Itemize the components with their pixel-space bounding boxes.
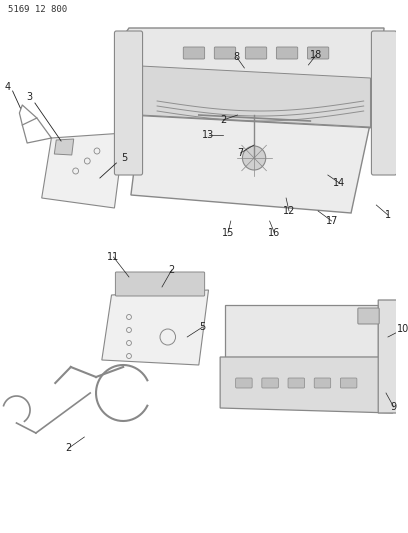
FancyBboxPatch shape [236, 378, 252, 388]
Text: 8: 8 [233, 52, 239, 62]
FancyBboxPatch shape [115, 272, 205, 296]
Text: 9: 9 [391, 402, 397, 412]
Text: 2: 2 [66, 443, 72, 453]
Polygon shape [42, 133, 124, 208]
Text: 1: 1 [385, 210, 391, 220]
Text: 5: 5 [121, 153, 127, 163]
FancyBboxPatch shape [245, 47, 267, 59]
Polygon shape [141, 66, 370, 127]
Text: 15: 15 [222, 228, 234, 238]
Polygon shape [378, 300, 408, 413]
FancyBboxPatch shape [262, 378, 278, 388]
Text: 10: 10 [397, 324, 408, 334]
Polygon shape [124, 28, 384, 128]
Polygon shape [131, 78, 376, 213]
FancyBboxPatch shape [358, 308, 379, 324]
Text: 7: 7 [237, 148, 244, 158]
Text: 4: 4 [5, 82, 11, 92]
FancyBboxPatch shape [288, 378, 304, 388]
Text: 2: 2 [169, 265, 175, 275]
Text: 2: 2 [220, 115, 226, 125]
Text: 18: 18 [310, 50, 322, 60]
FancyBboxPatch shape [314, 378, 331, 388]
Text: 12: 12 [283, 206, 295, 216]
Polygon shape [225, 305, 378, 357]
Text: 16: 16 [268, 228, 281, 238]
Polygon shape [102, 290, 208, 365]
Text: 11: 11 [107, 252, 120, 262]
FancyBboxPatch shape [214, 47, 236, 59]
Text: 5169 12 800: 5169 12 800 [8, 5, 67, 14]
FancyBboxPatch shape [114, 31, 142, 175]
Text: 17: 17 [326, 216, 338, 226]
FancyBboxPatch shape [276, 47, 298, 59]
Polygon shape [220, 357, 393, 413]
FancyBboxPatch shape [340, 378, 357, 388]
Polygon shape [54, 139, 74, 155]
FancyBboxPatch shape [371, 31, 397, 175]
Circle shape [242, 146, 266, 170]
Text: 14: 14 [333, 178, 346, 188]
Text: 13: 13 [202, 130, 215, 140]
Text: 3: 3 [26, 92, 32, 102]
FancyBboxPatch shape [183, 47, 205, 59]
FancyBboxPatch shape [307, 47, 329, 59]
Text: 5: 5 [200, 322, 206, 332]
